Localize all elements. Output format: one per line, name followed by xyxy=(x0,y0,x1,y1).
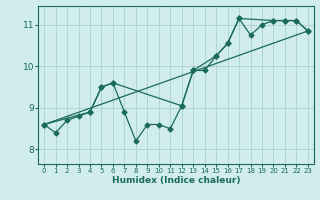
X-axis label: Humidex (Indice chaleur): Humidex (Indice chaleur) xyxy=(112,176,240,185)
